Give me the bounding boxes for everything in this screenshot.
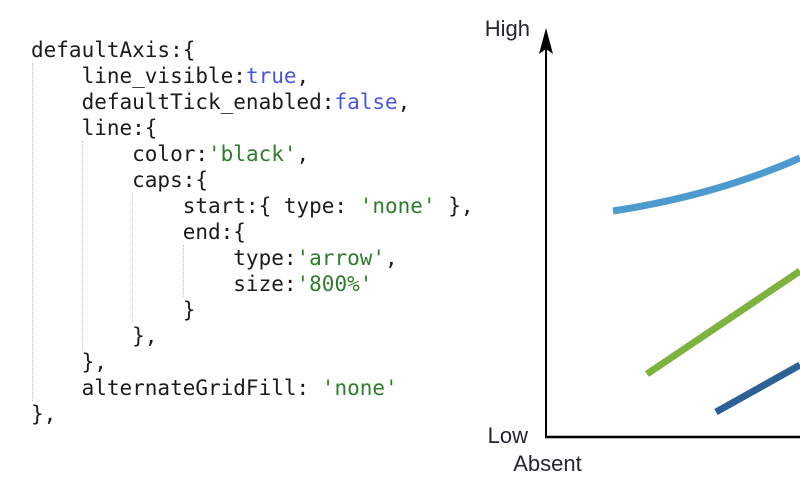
code-token-s: 'none' (359, 194, 436, 218)
code-panel: defaultAxis:{ line_visible:true, default… (31, 37, 474, 427)
code-token-k: false (334, 90, 398, 114)
code-token-p: size: (31, 272, 297, 296)
indent-guide-4 (183, 245, 184, 297)
code-line: size:'800%' (31, 271, 471, 297)
code-token-p: caps:{ (31, 168, 209, 192)
code-line: defaultTick_enabled:false, (31, 89, 471, 115)
code-token-p: }, (31, 402, 57, 426)
code-token-s: 'none' (321, 376, 398, 400)
code-line: }, (31, 401, 471, 427)
code-line: type:'arrow', (31, 245, 471, 271)
code-line: line_visible:true, (31, 63, 471, 89)
series-middle-line (645, 268, 800, 377)
series-top-curve (612, 154, 800, 215)
y-axis-arrow-cap-icon (539, 28, 553, 54)
y-axis-low-label: Low (487, 423, 528, 448)
code-token-p: start:{ type: (31, 194, 360, 218)
indent-guide-2 (82, 141, 83, 349)
code-line: color:'black', (31, 141, 471, 167)
code-line: }, (31, 349, 471, 375)
code-line: end:{ (31, 219, 471, 245)
code-line: start:{ type: 'none' }, (31, 193, 474, 219)
code-line: defaultAxis:{ (31, 37, 471, 63)
code-token-p: , (397, 90, 411, 114)
code-line: caps:{ (31, 167, 471, 193)
code-token-p: line:{ (31, 116, 158, 140)
code-token-p: defaultTick_enabled: (31, 90, 335, 114)
code-token-p: , (385, 246, 398, 270)
indent-guide-1 (32, 63, 33, 401)
x-axis-absent-label: Absent (513, 451, 582, 476)
code-token-p: color: (31, 142, 209, 166)
code-line: } (31, 297, 471, 323)
code-token-p: }, (31, 324, 158, 348)
series-group (612, 154, 800, 416)
y-axis-high-label: High (484, 16, 530, 41)
code-line: alternateGridFill: 'none' (31, 375, 471, 401)
code-token-p: , (296, 64, 310, 88)
code-token-s: 'arrow' (296, 246, 386, 270)
code-token-p: } (31, 298, 196, 322)
code-token-p: type: (31, 246, 297, 270)
code-token-s: '800%' (296, 272, 373, 296)
code-line: line:{ (31, 115, 471, 141)
code-token-k: true (245, 64, 297, 88)
code-line: }, (31, 323, 471, 349)
code-token-p: , (296, 142, 310, 166)
code-token-p: line_visible: (31, 64, 246, 88)
code-token-p: }, (435, 194, 474, 218)
code-token-s: 'black' (208, 142, 297, 166)
code-token-p: alternateGridFill: (31, 376, 322, 400)
indent-guide-3 (132, 193, 133, 323)
code-token-p: end:{ (31, 220, 246, 244)
code-token-p: }, (31, 350, 107, 374)
code-token-p: defaultAxis:{ (31, 38, 196, 62)
series-bottom-line (714, 361, 800, 416)
code-block: defaultAxis:{ line_visible:true, default… (31, 37, 474, 427)
